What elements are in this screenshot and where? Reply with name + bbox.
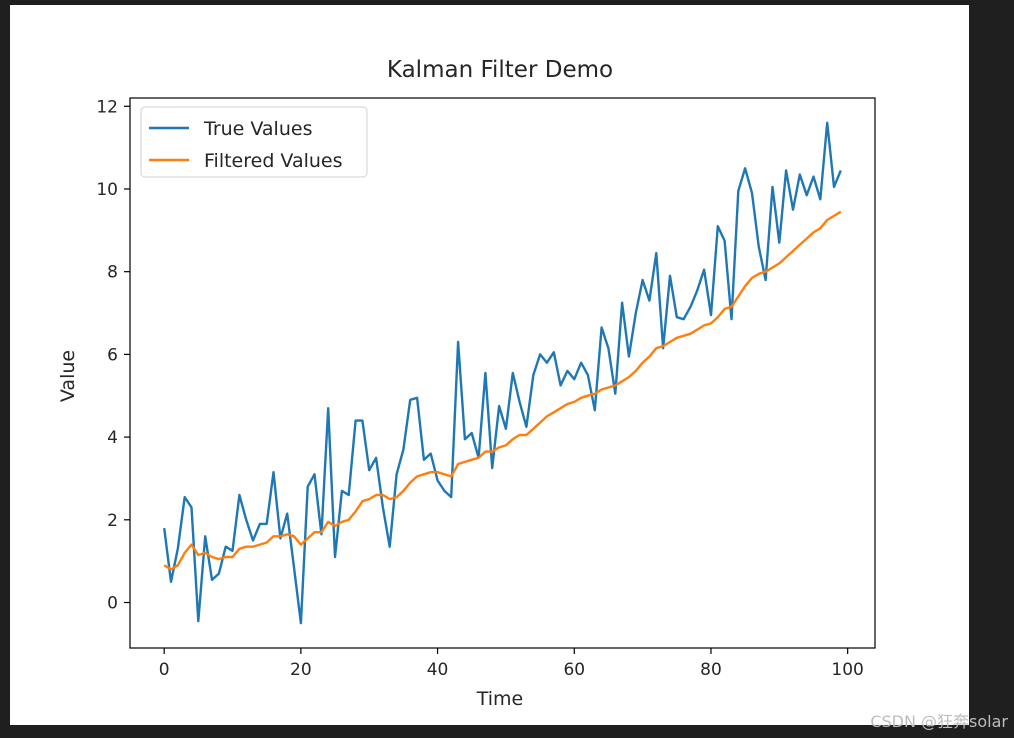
y-tick-label: 0 — [107, 594, 118, 614]
legend-label-true-values: True Values — [203, 118, 312, 140]
plot-area — [129, 97, 876, 649]
x-axis-ticks: 0 20 40 60 80 100 — [159, 648, 864, 680]
x-tick-label: 40 — [427, 660, 449, 680]
legend-box — [140, 106, 368, 178]
figure-canvas: Kalman Filter Demo 0 20 40 60 80 100 0 2 4 6 8 10 1… — [10, 5, 969, 725]
y-tick-label: 6 — [107, 345, 118, 365]
x-tick-label: 0 — [159, 660, 170, 680]
x-tick-label: 80 — [700, 660, 722, 680]
watermark-text: CSDN @狂奔solar — [870, 712, 1008, 731]
y-tick-label: 8 — [107, 263, 118, 283]
line-chart: Kalman Filter Demo 0 20 40 60 80 100 0 2 4 6 8 10 1… — [57, 57, 876, 710]
legend: True Values Filtered Values — [140, 106, 368, 178]
y-tick-label: 4 — [107, 428, 118, 448]
series-line-true-values — [163, 121, 842, 625]
y-axis-ticks: 0 2 4 6 8 10 12 — [96, 97, 130, 614]
y-tick-label: 10 — [96, 180, 118, 200]
x-tick-label: 60 — [563, 660, 585, 680]
x-axis-label: Time — [476, 688, 524, 710]
y-tick-label: 2 — [107, 511, 118, 531]
x-tick-label: 100 — [831, 660, 863, 680]
plot-frame — [129, 97, 876, 649]
series-line-filtered-values — [163, 210, 842, 571]
chart-title: Kalman Filter Demo — [387, 57, 613, 83]
x-tick-label: 20 — [290, 660, 312, 680]
y-tick-label: 12 — [96, 97, 118, 117]
legend-label-filtered-values: Filtered Values — [204, 150, 343, 172]
y-axis-label: Value — [57, 350, 79, 402]
